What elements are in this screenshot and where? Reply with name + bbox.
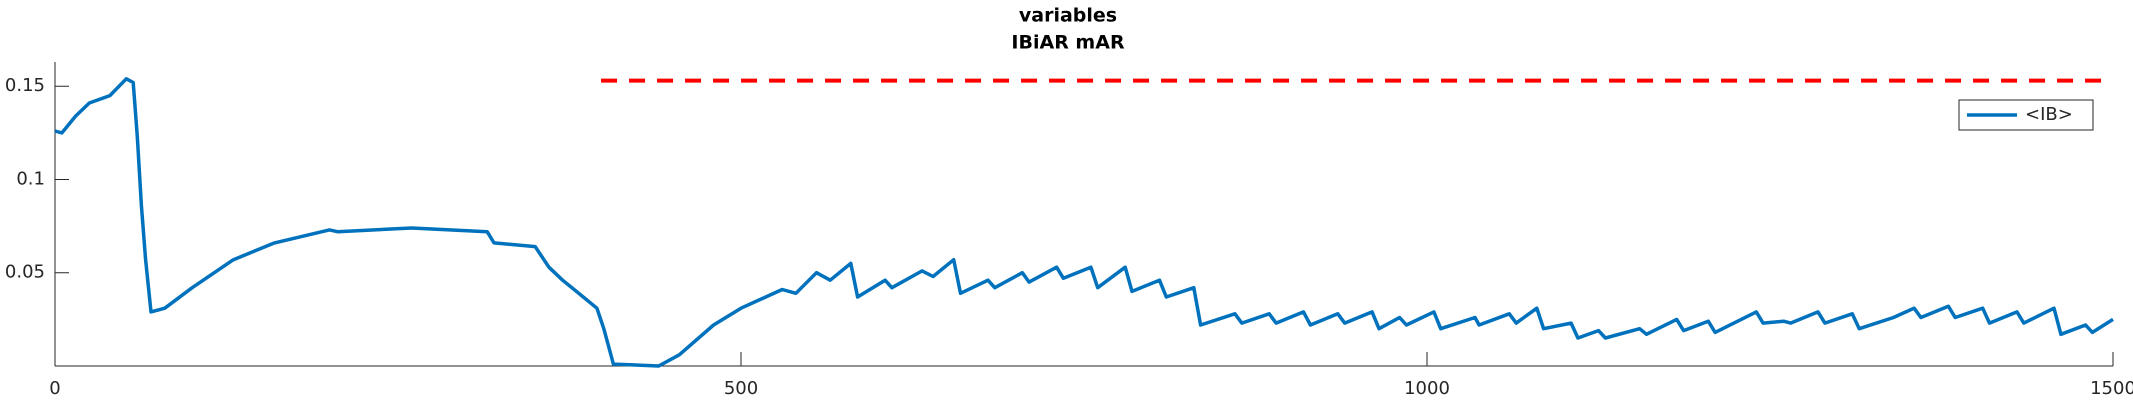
legend-label: <IB> (2025, 104, 2073, 125)
x-tick-label: 500 (724, 378, 758, 399)
data-line (54, 77, 2114, 368)
x-tick-label: 0 (49, 378, 60, 399)
chart-subtitle: IBiAR mAR (1011, 32, 1125, 54)
chart-title: variables (1019, 5, 1117, 27)
x-tick-label: 1000 (1404, 378, 1450, 399)
x-tick-label: 1500 (2090, 378, 2133, 399)
y-tick-label: 0.1 (16, 168, 45, 189)
y-tick-label: 0.15 (5, 75, 45, 96)
y-tick-label: 0.05 (5, 262, 45, 283)
